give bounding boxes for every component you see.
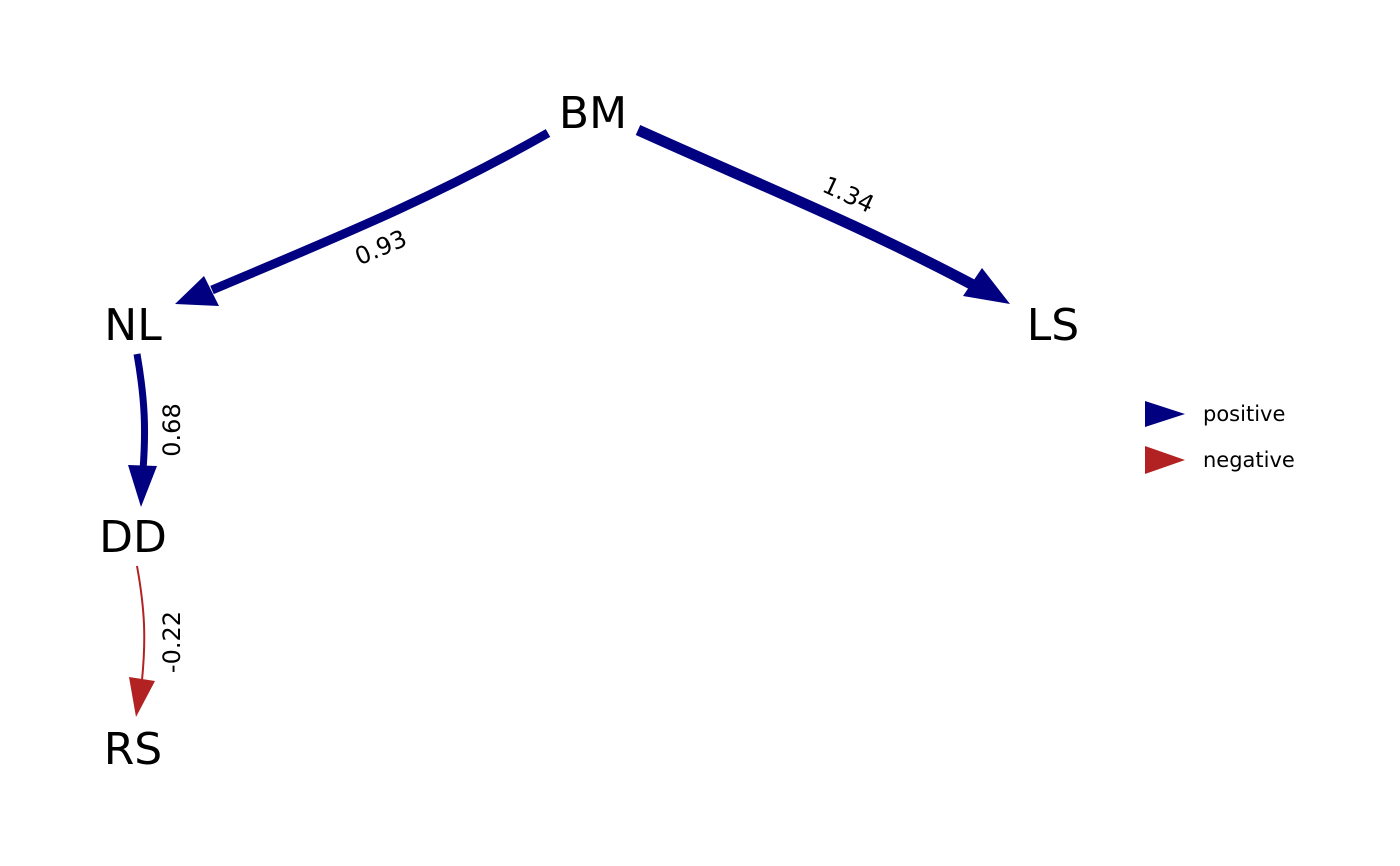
- edge-dd-rs-label: -0.22: [158, 611, 186, 673]
- legend-positive-label: positive: [1203, 402, 1285, 426]
- edge-dd-rs-line: [136, 565, 146, 681]
- node-ls: LS: [1027, 300, 1079, 351]
- edge-bm-ls-arrowhead: [963, 268, 1010, 304]
- node-bm: BM: [559, 88, 627, 139]
- edge-nl-dd-line: [133, 353, 149, 471]
- edge-bm-nl-line: [210, 129, 551, 295]
- legend-positive-arrow-icon: [1145, 401, 1185, 427]
- edge-dd-rs: -0.22: [129, 565, 186, 717]
- legend-negative-arrow-icon: [1145, 446, 1185, 474]
- edge-bm-nl-arrowhead: [175, 276, 219, 306]
- node-dd: DD: [99, 512, 167, 563]
- edge-nl-dd-label: 0.68: [158, 403, 186, 456]
- edge-bm-ls-line: [635, 124, 978, 291]
- node-rs: RS: [104, 724, 163, 775]
- edge-nl-dd: 0.68: [128, 353, 186, 507]
- node-nl: NL: [104, 300, 162, 351]
- edge-bm-ls: 1.34: [635, 124, 1010, 304]
- edge-dd-rs-arrowhead: [129, 677, 155, 717]
- legend: positive negative: [1145, 401, 1295, 474]
- legend-negative-label: negative: [1203, 448, 1295, 472]
- edge-bm-nl: 0.93: [175, 129, 551, 306]
- edge-nl-dd-arrowhead: [128, 465, 157, 507]
